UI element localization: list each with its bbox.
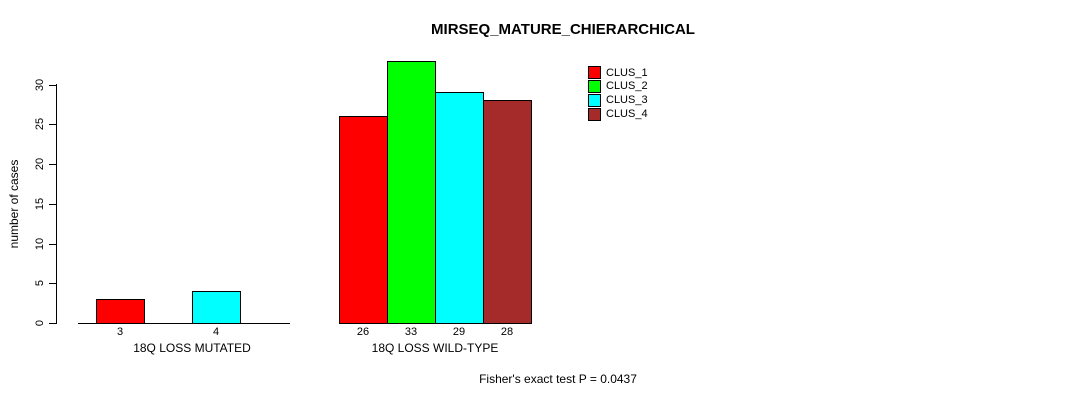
chart-title: MIRSEQ_MATURE_CHIERARCHICAL (431, 21, 695, 38)
y-axis-tick-label: 10 (34, 237, 46, 250)
y-axis-tick-label: 20 (34, 157, 46, 171)
legend-item-clus_1: CLUS_1 (588, 66, 678, 79)
bar-value-label: 29 (452, 326, 466, 338)
fisher-annotation: Fisher's exact test P = 0.0437 (479, 372, 637, 386)
legend-label: CLUS_3 (606, 94, 648, 107)
bar-clus_3 (435, 92, 484, 324)
x-axis-baseline (78, 323, 290, 324)
y-axis-tick (49, 323, 56, 324)
bar-clus_2 (387, 60, 436, 324)
bar-value-label: 28 (500, 326, 514, 338)
y-axis-tick (49, 124, 56, 125)
legend-swatch-icon (588, 66, 601, 79)
legend-swatch-icon (588, 93, 601, 107)
bar-clus_3 (192, 291, 241, 324)
bar-clus_1 (96, 299, 145, 324)
y-axis-tick-label: 25 (34, 118, 46, 131)
legend-label: CLUS_2 (606, 80, 648, 93)
bar-clus_1 (339, 116, 388, 324)
bar-value-label: 33 (404, 326, 418, 338)
bar-value-label: 3 (116, 326, 124, 338)
legend-label: CLUS_1 (606, 66, 648, 79)
legend-label: CLUS_4 (606, 108, 648, 121)
y-axis-tick (49, 85, 56, 86)
x-axis-group-label: 18Q LOSS WILD-TYPE (371, 341, 499, 355)
y-axis-tick-label: 0 (34, 319, 46, 327)
y-axis-tick-label: 30 (34, 78, 46, 91)
y-axis-tick (49, 283, 56, 284)
bar-value-label: 4 (212, 326, 220, 338)
y-axis-tick (49, 204, 56, 205)
y-axis-label: number of cases (7, 159, 21, 249)
legend-swatch-icon (588, 79, 601, 93)
y-axis-line (56, 84, 57, 324)
legend-item-clus_3: CLUS_3 (588, 93, 678, 107)
y-axis-tick (49, 164, 56, 165)
bar-value-label: 26 (356, 326, 370, 338)
x-axis-group-label: 18Q LOSS MUTATED (133, 341, 251, 355)
y-axis-tick-label: 5 (34, 280, 46, 287)
legend-item-clus_2: CLUS_2 (588, 79, 678, 93)
y-axis-tick-label: 15 (34, 197, 46, 210)
bar-clus_4 (483, 100, 532, 324)
legend-swatch-icon (588, 107, 601, 121)
legend-item-clus_4: CLUS_4 (588, 107, 678, 121)
y-axis-tick (49, 244, 56, 245)
